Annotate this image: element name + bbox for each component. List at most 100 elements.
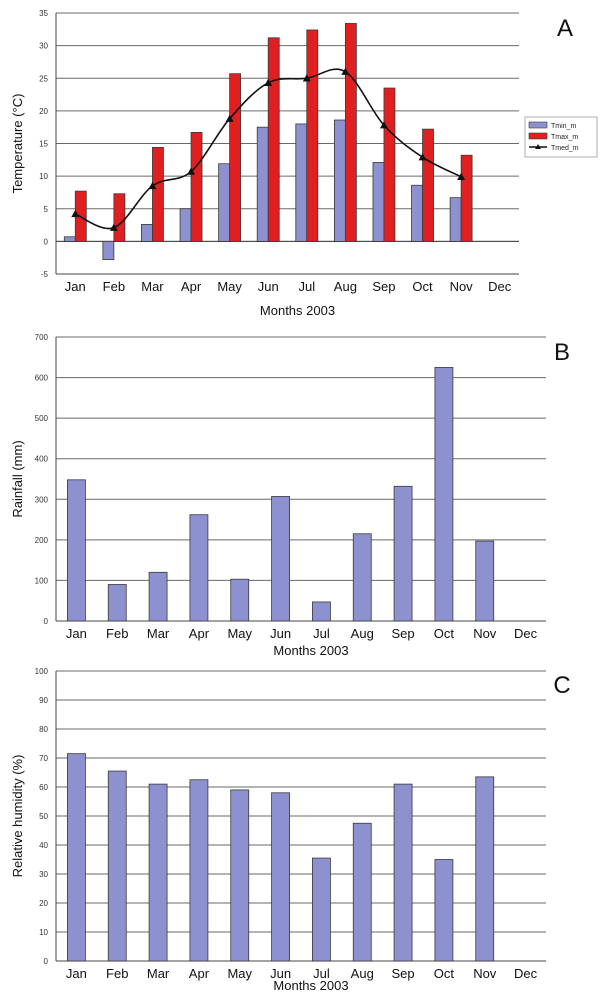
x-tick-label: Jan [65,279,86,294]
bar-tmax-m-oct [422,128,434,242]
y-tick-label: 50 [39,812,48,821]
x-tick-label: Oct [434,966,455,981]
y-tick-label: 600 [35,374,49,383]
x-tick-label: Mar [141,279,164,294]
bar-tmin-m-jan [63,236,76,242]
y-tick-label: 0 [44,237,49,246]
bar-value-jun [271,792,290,962]
y-tick-label: 200 [35,536,49,545]
bar-value-apr [189,779,209,962]
bar-tmax-m-sep [383,87,396,242]
bar-value-aug [352,533,372,622]
x-tick-label: Dec [514,966,538,981]
x-tick-label: Jan [66,966,87,981]
x-tick-label: Jul [313,626,330,641]
y-tick-label: 0 [44,617,49,626]
bar-value-nov [475,776,495,962]
x-axis-title: Months 2003 [273,643,348,658]
y-tick-label: 400 [35,455,49,464]
bar-value-mar [148,783,168,962]
chart-panel-b: 0 100 200 300 400 500 600 700 Jan Feb Mar Apr May Jun… [10,333,570,658]
x-tick-label: Jul [298,279,315,294]
legend-marker [535,144,541,149]
y-tick-label: 700 [35,333,49,342]
marker-tmed-m [71,209,80,218]
x-tick-label: Jun [258,279,279,294]
y-tick-label: 40 [39,841,48,850]
legend-swatch [528,121,548,129]
marker-tmed-m [341,67,350,75]
legend-label: Tmin_m [551,123,576,130]
marker-tmed-m [264,78,273,87]
bar-value-oct [434,859,454,962]
bar-tmax-m-jul [306,29,319,242]
y-tick-label: 500 [35,414,49,423]
marker-tmed-m [225,114,234,122]
x-tick-label: Dec [514,626,538,641]
panel-label: C [553,672,570,699]
bar-tmax-m-nov [460,154,473,242]
y-tick-label: 20 [39,107,48,116]
x-tick-label: Apr [181,279,202,294]
bar-tmin-m-feb [102,240,115,261]
x-tick-label: Oct [412,279,433,294]
x-tick-label: Nov [473,966,497,981]
bar-tmin-m-oct [411,184,423,242]
marker-tmed-m [109,223,118,231]
bar-tmin-m-mar [141,224,153,242]
x-axis-title: Months 2003 [260,303,335,318]
x-axis-title: Months 2003 [273,978,348,992]
x-tick-label: Feb [106,626,128,641]
marker-tmed-m [379,121,388,129]
x-tick-label: Nov [450,279,474,294]
x-tick-label: Jun [270,626,291,641]
bar-value-apr [189,514,209,622]
x-tick-label: Aug [351,626,374,641]
y-tick-label: 80 [39,725,48,734]
bar-value-may [230,578,250,622]
marker-tmed-m [418,153,427,161]
y-tick-label: 100 [35,667,49,676]
x-tick-label: Jan [66,626,87,641]
y-tick-label: -5 [41,270,49,279]
bar-value-jan [67,753,86,962]
bar-value-nov [475,540,495,622]
y-tick-label: 30 [39,42,48,51]
bar-value-may [230,789,250,962]
x-tick-label: Mar [147,966,170,981]
legend-label: Tmax_m [551,134,578,141]
y-tick-label: 70 [39,754,48,763]
bar-value-jul [312,601,331,622]
y-tick-label: 0 [44,957,49,966]
y-tick-label: 60 [39,783,48,792]
y-tick-label: 30 [39,870,48,879]
y-tick-label: 25 [39,74,48,83]
bar-value-jul [312,857,331,962]
y-tick-label: 90 [39,696,48,705]
legend: Tmin_m Tmax_m Tmed_m [524,116,598,158]
bar-value-jan [67,479,86,622]
marker-tmed-m [148,181,157,190]
bar-tmin-m-jul [295,123,308,242]
bar-value-sep [393,783,413,962]
chart-panel-c: 0 10 20 30 40 50 60 70 80 90 100 Jan Feb Mar Apr May Jun… [10,667,571,993]
x-tick-label: Feb [103,279,125,294]
bar-tmin-m-jun [256,126,269,242]
x-tick-label: May [227,966,252,981]
bar-tmax-m-apr [190,132,203,242]
bar-tmax-m-mar [152,147,164,242]
legend-label: Tmed_m [551,145,579,152]
x-tick-label: Feb [106,966,128,981]
marker-tmed-m [457,172,466,180]
chart-panel-a: -5 0 5 10 15 20 25 30 35 Jan Feb Mar Apr May Jun Jul Aug… [10,9,598,318]
bar-tmax-m-may [229,73,242,242]
x-tick-label: Jun [270,966,291,981]
bar-value-sep [393,485,413,622]
marker-tmed-m [187,167,196,175]
y-axis-title: Temperature (°C) [10,94,25,194]
x-tick-label: Sep [392,966,415,981]
y-tick-label: 15 [39,140,48,149]
bar-value-mar [148,571,168,622]
